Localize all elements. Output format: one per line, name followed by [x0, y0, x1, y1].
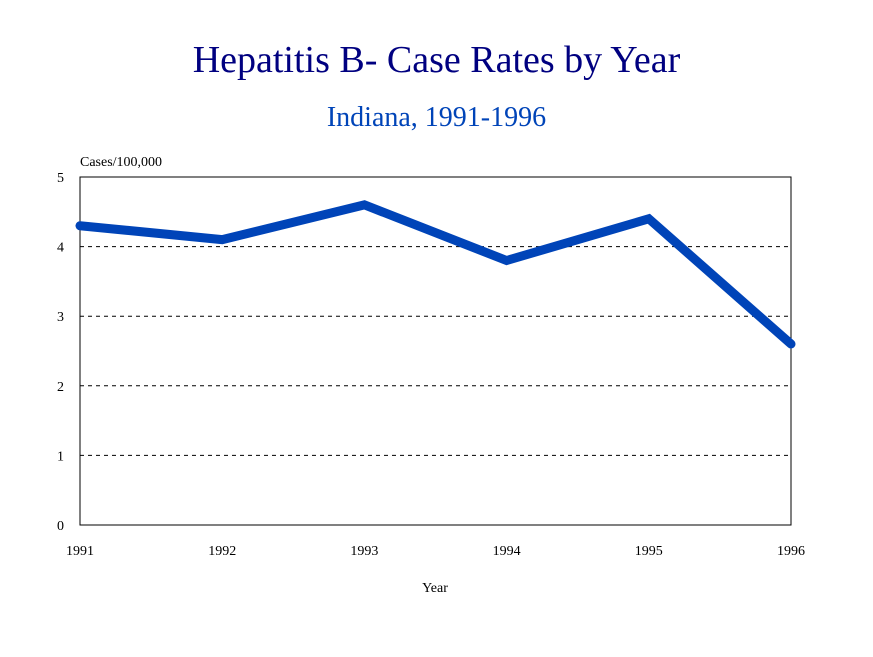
y-tick-label: 2: [57, 380, 64, 395]
plot-area: [79, 176, 792, 526]
series-line-case-rate: [75, 200, 796, 349]
x-axis-label: Year: [422, 581, 448, 596]
chart-title: Hepatitis B- Case Rates by Year: [192, 39, 681, 81]
x-tick-label: 1992: [208, 544, 236, 559]
y-axis-label: Cases/100,000: [80, 155, 162, 170]
y-tick-label: 5: [57, 171, 64, 186]
x-tick-label: 1994: [493, 544, 521, 559]
gridlines: [80, 246, 791, 456]
y-tick-label: 3: [57, 310, 64, 325]
y-tick-label: 4: [57, 241, 64, 256]
y-tick-label: 1: [57, 449, 64, 464]
chart-subtitle: Indiana, 1991-1996: [326, 102, 547, 133]
x-tick-label: 1993: [350, 544, 378, 559]
y-tick-labels: 0 1 2 3 4 5: [57, 171, 64, 534]
x-tick-label: 1996: [777, 544, 805, 559]
x-tick-label: 1991: [66, 544, 94, 559]
x-tick-label: 1995: [635, 544, 663, 559]
y-tick-label: 0: [57, 519, 64, 534]
x-tick-labels: 1991 1992 1993 1994 1995 1996: [66, 544, 805, 559]
